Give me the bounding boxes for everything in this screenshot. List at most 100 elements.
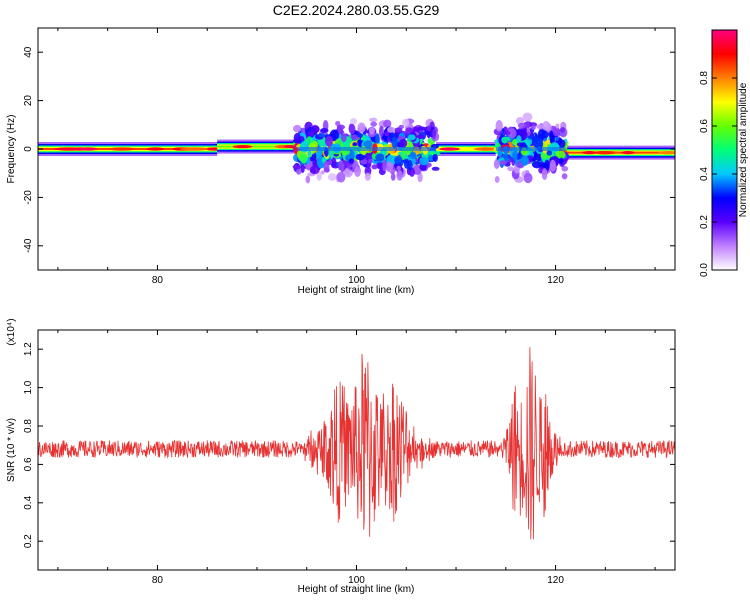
burst-1-blob [531,161,542,169]
burst-0-blob [378,125,384,138]
burst-0-blob [390,173,396,181]
y-tick-label: -20 [23,190,34,205]
burst-1-core [495,147,566,151]
spectral-band-1-layer-4 [217,145,297,148]
burst-0-blob [323,160,330,173]
burst-0-blob [337,160,343,171]
burst-0-blob [293,124,302,133]
y-tick-label: 0.2 [23,534,34,548]
burst-0-blob [292,164,303,169]
burst-0-blob [325,135,333,147]
burst-0-blob [419,156,430,166]
burst-1-blob [544,159,550,171]
y-tick-label: 1.0 [23,380,34,394]
burst-0-blob [341,133,347,143]
burst-1-blob [537,138,544,149]
colorbar-tick-label: 0.2 [699,215,710,229]
burst-0-blob [295,168,302,175]
burst-0-blob [363,140,373,149]
y-tick-label: 1.2 [23,342,34,356]
burst-1-blob [501,136,509,144]
burst-1-blob [552,125,560,137]
burst-0-blob [385,161,394,173]
spectrogram-ticks: 80 100 120 -40 -20 0 20 40 [23,28,675,286]
spectral-hotspot [179,147,209,151]
burst-1-blob [546,150,553,156]
burst-0-blob [336,124,346,130]
burst-0-blob [336,171,346,183]
burst-1-blob [520,155,529,166]
burst-0-blob [348,158,354,164]
burst-1-blob [516,135,522,144]
y-tick-label: 0.8 [23,419,34,433]
burst-0-blob [350,117,358,125]
burst-0-blob [345,168,350,176]
burst-0-blob [387,126,395,133]
y-tick-label: 0 [23,146,34,152]
burst-0-blob [327,173,337,181]
burst-0-blob [299,141,309,153]
burst-0-blob [383,119,392,128]
burst-0-blob [318,132,325,138]
y-tick-label: 40 [23,46,34,58]
burst-1-blob [559,157,564,165]
burst-0-blob [432,153,438,162]
burst-0-blob [328,159,333,165]
x-tick-label: 80 [152,575,164,586]
burst-0-blob [300,164,305,173]
y-tick-label: -40 [23,238,34,253]
colorbar-ticks: 0.0 0.2 0.4 0.6 0.8 [699,71,737,277]
burst-1-blob [555,123,560,129]
burst-0-blob [432,128,437,140]
spectral-hotspot [232,144,253,149]
burst-1-blob [507,128,517,139]
colorbar-tick-label: 0.6 [699,119,710,133]
burst-0-blob [384,131,390,137]
spectral-hotspot [146,147,165,151]
colorbar-tick-label: 0.0 [699,263,710,277]
burst-0-blob [396,170,403,181]
colorbar-tick-label: 0.4 [699,167,710,181]
burst-0-blob [356,133,364,138]
burst-0-blob [305,175,311,184]
burst-0-blob [417,134,423,140]
burst-1-blob [557,139,566,149]
colorbar-gradient [712,30,737,270]
spectrogram-y-label: Frequency (Hz) [6,115,17,184]
burst-0-blob [409,151,417,160]
burst-0-blob [293,132,301,143]
burst-0-blob [310,125,320,134]
burst-1-blob [556,150,566,159]
burst-0-blob [360,158,368,165]
burst-1-blob [516,142,524,147]
burst-0-blob [309,165,320,175]
burst-0-blob [375,153,385,162]
burst-0-blob [307,149,312,158]
spectral-hotspot [78,147,98,151]
colorbar: 0.0 0.2 0.4 0.6 0.8 Normalized spectral ampl… [699,29,749,277]
burst-0-blob [352,142,358,147]
burst-1-blob [499,160,508,165]
burst-0-blob [364,172,371,181]
spectrogram-marks [38,112,675,184]
burst-1-blob [522,112,533,122]
burst-1-blob [561,173,568,180]
burst-1-blob [527,135,533,140]
burst-0-blob [382,159,387,172]
burst-1-blob [560,126,566,133]
burst-0-blob [407,160,413,171]
x-tick-label: 100 [348,575,365,586]
burst-0-blob [431,166,440,171]
burst-0-blob [396,165,401,171]
burst-1-blob [540,152,548,160]
burst-0-blob [426,125,431,132]
spectral-hotspot [473,147,500,151]
snr-y-label: SNR (10 * v/v) [6,418,17,482]
burst-0-blob [391,136,398,149]
burst-1-blob [503,130,511,136]
spectral-hotspot [594,151,615,155]
colorbar-label: Normalized spectral amplitude [738,82,749,217]
spectrogram-x-label: Height of straight line (km) [298,285,415,296]
burst-0-blob [402,118,410,127]
burst-0-blob [370,121,377,127]
